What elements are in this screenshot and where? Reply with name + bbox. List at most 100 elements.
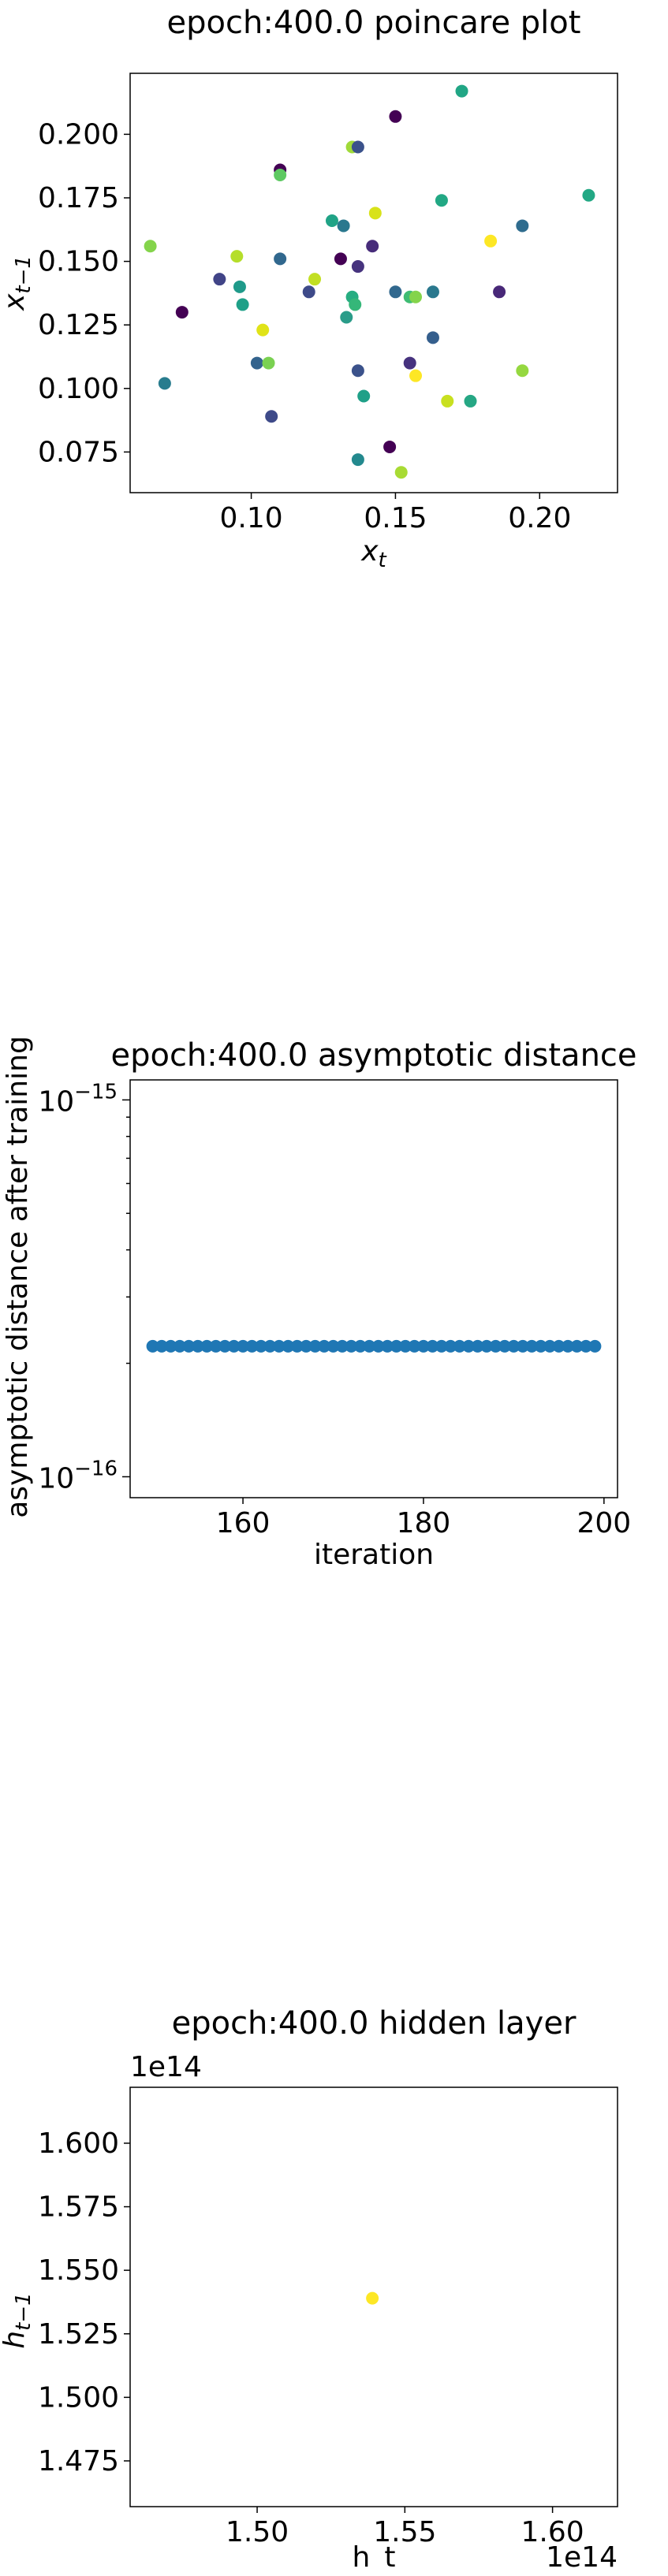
hidden-layer-chart: epoch:400.0 hidden layer 1e14 1.50 1.55 1.60… xyxy=(0,2005,618,2570)
data-point xyxy=(254,1339,267,1353)
data-point xyxy=(562,1339,575,1353)
data-point xyxy=(282,1339,295,1353)
data-point xyxy=(274,168,287,181)
data-point xyxy=(351,260,364,274)
poincare-plot-chart: epoch:400.0 poincare plot 0.10 0.15 0.20 0.0… xyxy=(0,5,618,572)
data-point xyxy=(363,1339,376,1353)
data-point xyxy=(274,252,287,266)
data-point xyxy=(230,250,244,263)
data-point xyxy=(262,356,275,370)
data-point xyxy=(351,140,364,154)
data-point xyxy=(158,377,171,390)
y-tick-label: 1.550 xyxy=(38,2254,119,2287)
y-tick-label: 1.575 xyxy=(38,2191,119,2224)
data-point xyxy=(340,311,353,324)
data-point xyxy=(444,1339,457,1353)
data-point xyxy=(233,280,246,293)
data-point xyxy=(263,1339,277,1353)
data-point xyxy=(409,290,423,303)
x-tick-label: 0.15 xyxy=(364,502,427,534)
data-point xyxy=(416,1339,430,1353)
x-axis-label: h_t xyxy=(353,2541,396,2570)
y-axis-label: xt−1 xyxy=(0,255,35,311)
data-point xyxy=(435,1339,448,1353)
data-point xyxy=(435,194,448,207)
data-point xyxy=(308,273,322,286)
x-tick-label: 1.50 xyxy=(226,2516,289,2548)
data-point xyxy=(389,110,402,123)
data-point xyxy=(403,356,416,370)
data-point xyxy=(426,331,439,344)
x-axis-label: xt xyxy=(360,535,386,572)
data-point xyxy=(408,1339,421,1353)
data-point xyxy=(345,1339,358,1353)
y-tick-label: 0.200 xyxy=(38,118,119,151)
data-point xyxy=(366,240,379,253)
data-point xyxy=(543,1339,557,1353)
y-axis-label: ht−1 xyxy=(0,2292,35,2348)
data-point xyxy=(327,1339,340,1353)
data-point xyxy=(579,1339,592,1353)
data-point xyxy=(394,466,408,479)
plot-frame xyxy=(129,1079,618,1498)
data-point xyxy=(464,394,477,408)
data-point xyxy=(353,1339,367,1353)
y-offset-label: 1e14 xyxy=(130,2051,202,2083)
data-point xyxy=(213,273,226,286)
data-point xyxy=(164,1339,177,1353)
y-tick-label: 0.150 xyxy=(38,246,119,278)
chart-title: epoch:400.0 asymptotic distance xyxy=(110,1037,636,1074)
x-tick-label: 1.60 xyxy=(521,2516,584,2548)
x-offset-label: 1e14 xyxy=(546,2541,618,2570)
asymptotic-distance-chart: epoch:400.0 asymptotic distance 160 180 200… xyxy=(2,1036,637,1571)
data-point xyxy=(357,389,371,403)
data-point xyxy=(318,1339,331,1353)
data-point xyxy=(534,1339,547,1353)
x-tick-label: 0.20 xyxy=(508,502,571,534)
y-tick-label: 1.525 xyxy=(38,2318,119,2351)
data-point xyxy=(146,1339,159,1353)
data-point xyxy=(368,207,382,220)
data-point xyxy=(371,1339,385,1353)
data-point xyxy=(516,364,529,378)
data-point xyxy=(498,1339,511,1353)
data-point xyxy=(525,1339,539,1353)
data-point xyxy=(300,1339,313,1353)
data-point xyxy=(489,1339,502,1353)
data-point xyxy=(381,1339,394,1353)
data-point xyxy=(383,440,397,453)
data-point xyxy=(144,240,157,253)
data-point xyxy=(507,1339,521,1353)
data-point xyxy=(256,323,270,337)
data-point xyxy=(455,84,468,98)
data-point xyxy=(516,1339,529,1353)
x-tick-label: 160 xyxy=(216,1507,271,1539)
x-tick-label: 180 xyxy=(397,1507,451,1539)
x-axis-label: iteration xyxy=(314,1539,434,1571)
data-point xyxy=(351,453,364,467)
y-tick-label: 10−15 xyxy=(38,1080,118,1118)
y-tick-label: 0.125 xyxy=(38,309,119,341)
data-point xyxy=(182,1339,196,1353)
data-point xyxy=(409,369,423,382)
y-tick-label: 1.475 xyxy=(38,2445,119,2477)
data-point xyxy=(227,1339,241,1353)
data-point xyxy=(426,1339,439,1353)
y-tick-label: 0.075 xyxy=(38,436,119,468)
data-point xyxy=(390,1339,403,1353)
data-point xyxy=(516,219,529,233)
y-tick-label: 1.500 xyxy=(38,2381,119,2414)
y-tick-label: 10−16 xyxy=(38,1457,118,1495)
data-point xyxy=(426,285,439,299)
data-point xyxy=(302,285,315,299)
data-point xyxy=(290,1339,304,1353)
data-point xyxy=(250,356,263,370)
plot-frame xyxy=(129,73,618,493)
data-point xyxy=(335,1339,349,1353)
y-tick-label: 0.100 xyxy=(38,373,119,405)
data-point xyxy=(272,1339,285,1353)
data-point xyxy=(265,410,278,423)
data-point xyxy=(349,298,362,311)
chart-title: epoch:400.0 hidden layer xyxy=(172,2005,577,2042)
data-point xyxy=(570,1339,584,1353)
